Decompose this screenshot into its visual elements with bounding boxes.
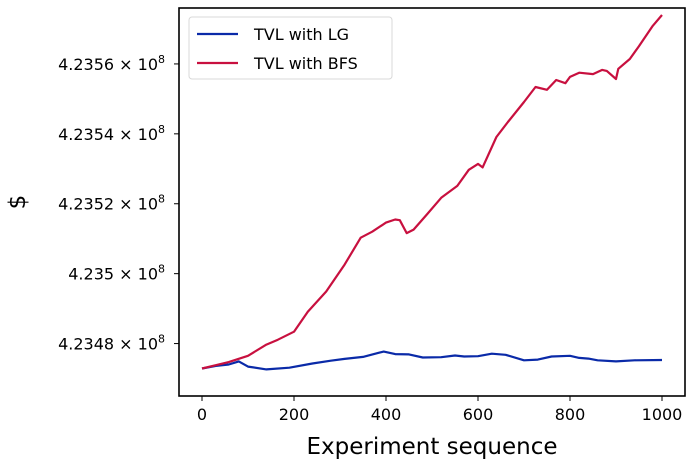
series-line-bfs [201, 14, 663, 370]
series-layer [201, 14, 663, 371]
x-tick-label: 800 [555, 405, 586, 424]
y-axis: 4.2348 × 108 4.235 × 108 4.2352 × 108 4.235… [58, 53, 179, 354]
legend-box [188, 16, 393, 80]
x-tick-label: 200 [279, 405, 310, 424]
series-line-lg [201, 350, 663, 371]
y-axis-label: $ [5, 195, 31, 210]
y-tick-label: 4.2356 × 108 [58, 53, 165, 74]
y-tick-label: 4.235 × 108 [68, 263, 165, 284]
x-tick-label: 600 [463, 405, 494, 424]
y-tick-label: 4.2348 × 108 [58, 333, 165, 354]
legend-label-bfs: TVL with BFS [253, 54, 358, 73]
legend-label-lg: TVL with LG [253, 25, 349, 44]
y-tick-label: 4.2354 × 108 [58, 123, 165, 144]
legend: TVL with LG TVL with BFS [188, 16, 393, 80]
y-tick-label: 4.2352 × 108 [58, 193, 165, 214]
x-tick-label: 400 [371, 405, 402, 424]
x-tick-label: 1000 [642, 405, 683, 424]
x-tick-label: 0 [197, 405, 207, 424]
x-axis-label: Experiment sequence [306, 434, 557, 459]
plot-frame [178, 7, 686, 397]
x-axis: 0 200 400 600 800 1000 [197, 396, 682, 424]
